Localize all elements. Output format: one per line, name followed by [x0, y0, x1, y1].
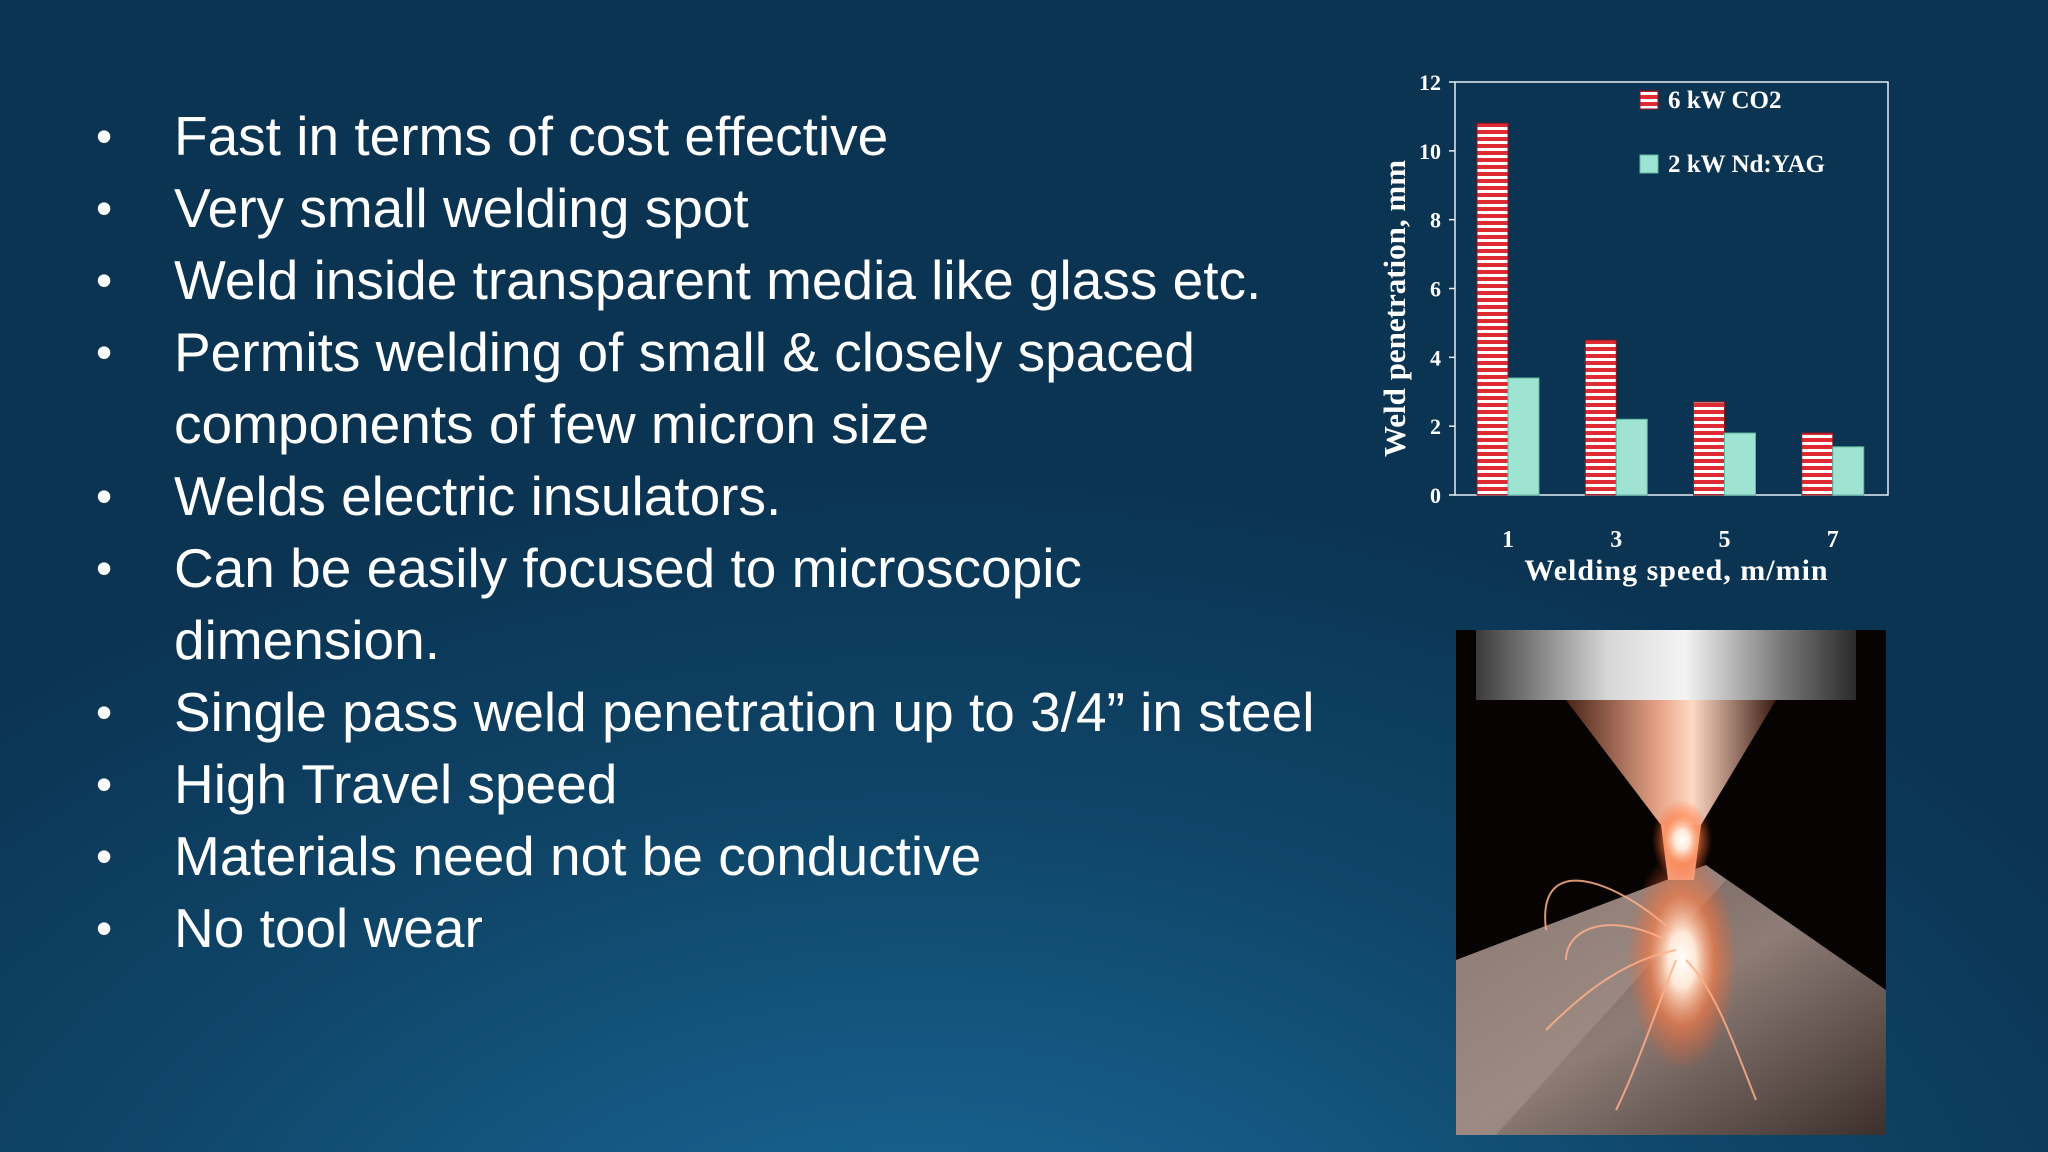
legend-swatch — [1639, 154, 1659, 174]
bullet-item: • Very small welding spot — [96, 172, 1336, 244]
y-tick-label: 4 — [1430, 345, 1441, 370]
legend-label: 6 kW CO2 — [1668, 87, 1781, 114]
laser-welding-photo — [1456, 630, 1886, 1135]
x-tick-label: 3 — [1610, 527, 1622, 553]
bullet-text: No tool wear — [174, 897, 483, 959]
bar-co2 — [1801, 432, 1834, 496]
bar-ndyag — [1507, 377, 1540, 496]
y-tick-label: 0 — [1430, 483, 1441, 508]
bar-ndyag — [1615, 418, 1648, 496]
bar-ndyag — [1832, 446, 1865, 496]
bullet-dot-icon: • — [96, 686, 113, 738]
bullet-text: Weld inside transparent media like glass… — [174, 249, 1262, 311]
bullet-text: Very small welding spot — [174, 177, 749, 239]
y-tick-label: 8 — [1430, 208, 1441, 233]
bullet-item: • High Travel speed — [96, 748, 1336, 820]
bullet-item: • Materials need not be conductive — [96, 820, 1336, 892]
bullet-dot-icon: • — [96, 902, 113, 954]
bullet-dot-icon: • — [96, 830, 113, 882]
y-tick-label: 12 — [1419, 70, 1441, 95]
bar-co2 — [1693, 401, 1725, 496]
legend-swatch — [1639, 90, 1659, 110]
bullet-dot-icon: • — [96, 110, 113, 162]
x-axis-label: Welding speed, m/min — [1524, 554, 1828, 587]
bar-co2 — [1476, 122, 1509, 496]
x-tick-label: 7 — [1827, 527, 1839, 553]
bullet-item: • Welds electric insulators. — [96, 460, 1336, 532]
x-tick-label: 5 — [1719, 527, 1731, 553]
bullet-dot-icon: • — [96, 326, 113, 378]
bullet-dot-icon: • — [96, 182, 113, 234]
bar-co2 — [1584, 339, 1617, 496]
bullet-dot-icon: • — [96, 542, 113, 594]
bullet-dot-icon: • — [96, 254, 113, 306]
bullet-text: Can be easily focused to microscopic dim… — [174, 537, 1082, 671]
bullet-text: Permits welding of small & closely space… — [174, 321, 1195, 455]
bullet-list: • Fast in terms of cost effective • Very sm… — [96, 100, 1336, 964]
bullet-item: • Single pass weld penetration up to 3/4”… — [96, 676, 1336, 748]
bullet-item: • Can be easily focused to microscopic di… — [96, 532, 1336, 676]
bullet-item: • Fast in terms of cost effective — [96, 100, 1336, 172]
y-axis-label: Weld penetration, mm — [1377, 160, 1412, 457]
bullet-text: Single pass weld penetration up to 3/4” … — [174, 681, 1315, 743]
x-tick-label: 1 — [1502, 527, 1514, 553]
bullet-dot-icon: • — [96, 470, 113, 522]
laser-welding-image — [1456, 630, 1886, 1135]
bullet-text: Welds electric insulators. — [174, 465, 782, 527]
bullet-text: High Travel speed — [174, 753, 618, 815]
bullet-text: Materials need not be conductive — [174, 825, 982, 887]
y-tick-label: 6 — [1430, 277, 1441, 302]
y-tick-label: 10 — [1419, 139, 1441, 164]
y-tick-label: 2 — [1430, 414, 1441, 439]
bullet-item: • Weld inside transparent media like glas… — [96, 244, 1336, 316]
bullet-text: Fast in terms of cost effective — [174, 105, 889, 167]
bullet-item: • No tool wear — [96, 892, 1336, 964]
legend-label: 2 kW Nd:YAG — [1668, 151, 1825, 178]
bar-ndyag — [1724, 432, 1756, 496]
bullet-item: • Permits welding of small & closely spac… — [96, 316, 1336, 460]
bullet-dot-icon: • — [96, 758, 113, 810]
